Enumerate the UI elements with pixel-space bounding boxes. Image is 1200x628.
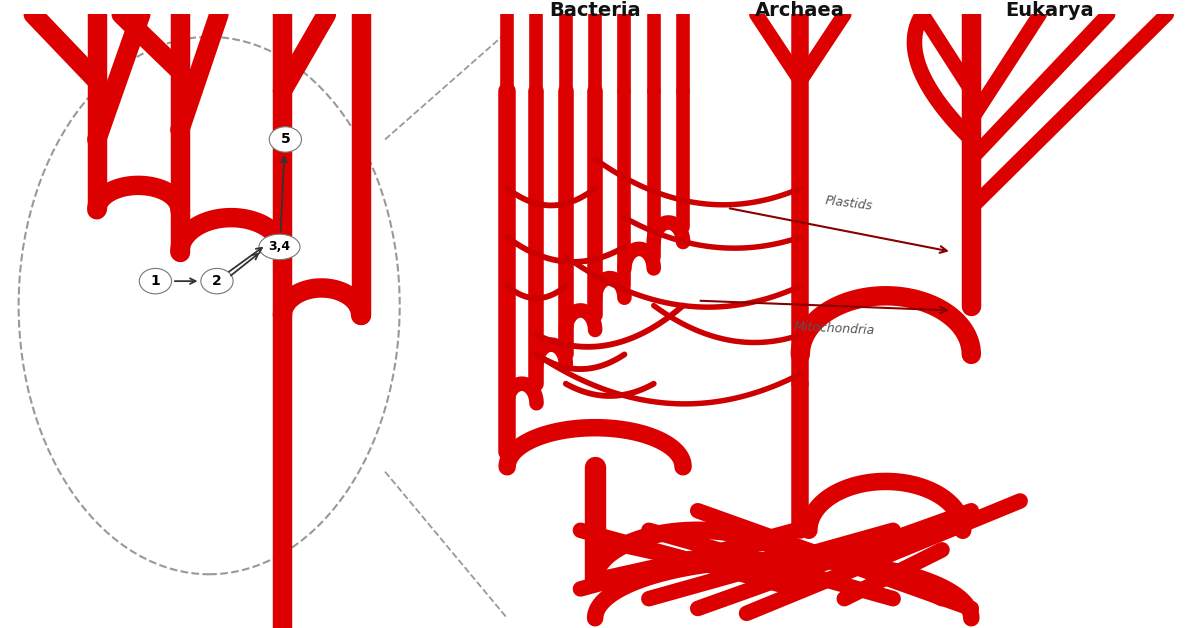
Text: Plastids: Plastids: [824, 194, 874, 213]
Text: 1: 1: [150, 274, 161, 288]
Text: Bacteria: Bacteria: [550, 1, 641, 20]
Ellipse shape: [259, 234, 300, 259]
Text: Archaea: Archaea: [755, 1, 845, 20]
Ellipse shape: [269, 127, 301, 152]
Text: Mitochondria: Mitochondria: [793, 320, 875, 337]
Text: 2: 2: [212, 274, 222, 288]
Text: Eukarya: Eukarya: [1006, 1, 1093, 20]
Text: 5: 5: [281, 133, 290, 146]
Text: 3,4: 3,4: [269, 241, 290, 254]
Ellipse shape: [139, 268, 172, 294]
Ellipse shape: [200, 268, 233, 294]
